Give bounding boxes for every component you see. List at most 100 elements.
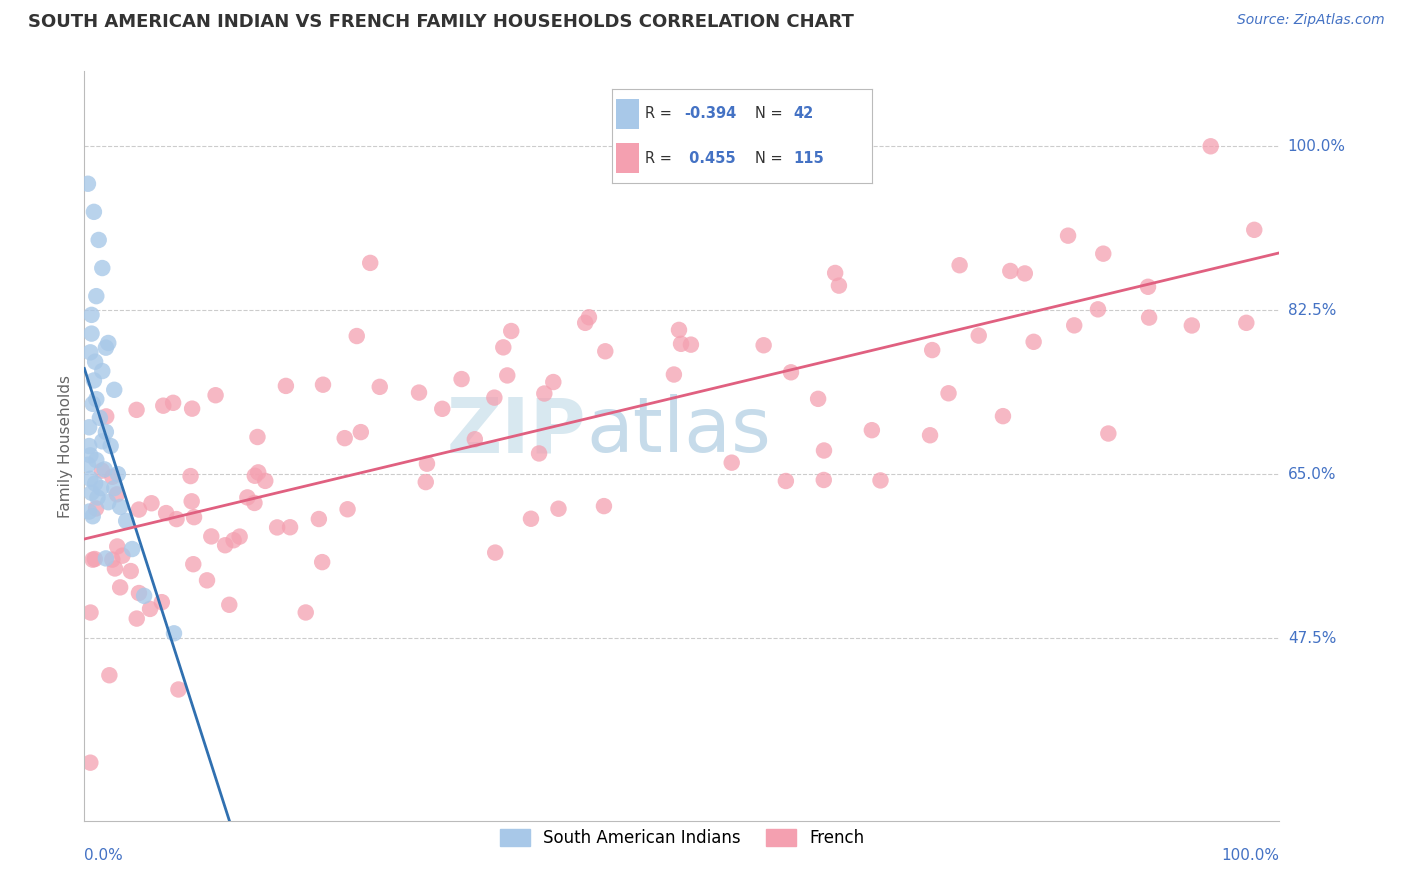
Point (77, 458, 100, 472)
Point (90, 464, 112, 478)
Point (464, 432, 486, 446)
Point (662, 368, 685, 382)
Point (813, 443, 835, 458)
Point (83, 552, 105, 566)
Point (243, 496, 266, 510)
Point (1063, 318, 1085, 333)
Text: R =: R = (645, 106, 672, 121)
Point (1137, 310, 1160, 325)
Point (533, 386, 555, 401)
Text: 100.0%: 100.0% (1288, 139, 1346, 153)
Point (181, 401, 204, 416)
Point (77, 177, 100, 191)
Point (501, 324, 523, 338)
Point (775, 474, 797, 488)
Point (82, 397, 104, 411)
Point (80, 326, 103, 341)
Point (813, 473, 835, 487)
Text: 47.5%: 47.5% (1288, 631, 1336, 646)
Text: Source: ZipAtlas.com: Source: ZipAtlas.com (1237, 13, 1385, 28)
Point (921, 343, 943, 357)
Point (527, 446, 550, 460)
Point (780, 365, 803, 379)
Point (918, 428, 941, 442)
Point (77, 505, 100, 519)
Point (860, 423, 883, 437)
Point (132, 589, 156, 603)
Point (111, 549, 134, 563)
Point (128, 586, 150, 600)
Point (274, 379, 297, 393)
Point (246, 430, 269, 444)
Point (828, 139, 851, 153)
Point (236, 491, 259, 505)
Point (115, 514, 138, 528)
Point (121, 542, 143, 557)
Text: atlas: atlas (586, 394, 770, 468)
Point (80, 485, 103, 500)
Point (346, 329, 368, 343)
Point (103, 383, 125, 397)
Point (86, 491, 108, 505)
Point (180, 494, 202, 508)
Point (415, 475, 437, 489)
Point (162, 396, 184, 410)
Point (949, 258, 972, 272)
Point (333, 431, 356, 445)
Point (120, 564, 142, 578)
Point (87, 233, 110, 247)
Point (163, 626, 186, 640)
Point (1092, 246, 1115, 260)
Point (79, 449, 101, 463)
Point (547, 501, 569, 516)
Point (243, 468, 266, 483)
Point (574, 316, 596, 330)
Point (204, 388, 226, 402)
Legend: South American Indians, French: South American Indians, French (494, 822, 870, 854)
Point (668, 323, 690, 337)
Point (350, 425, 373, 439)
Point (86, 453, 108, 467)
Point (1181, 318, 1204, 333)
Point (828, 278, 851, 293)
Point (336, 502, 359, 516)
Point (308, 512, 330, 526)
Point (669, 336, 692, 351)
Point (108, 580, 131, 594)
Point (79, 606, 101, 620)
Point (578, 310, 600, 325)
Point (228, 530, 250, 544)
Point (98, 668, 121, 682)
Point (938, 386, 960, 401)
Point (152, 399, 174, 413)
Point (105, 540, 128, 554)
Point (520, 512, 543, 526)
Point (181, 558, 204, 572)
Point (103, 481, 125, 495)
Point (89, 410, 111, 425)
Text: 115: 115 (793, 151, 824, 166)
Point (1137, 280, 1160, 294)
Point (86, 392, 108, 407)
Point (1243, 223, 1265, 237)
Point (84, 355, 107, 369)
Point (278, 520, 301, 534)
Point (593, 344, 616, 359)
Text: N =: N = (755, 106, 782, 121)
Text: 0.0%: 0.0% (84, 848, 124, 863)
Point (125, 611, 148, 625)
Text: 65.0%: 65.0% (1288, 467, 1336, 482)
Point (96, 409, 118, 424)
Text: SOUTH AMERICAN INDIAN VS FRENCH FAMILY HOUSEHOLDS CORRELATION CHART: SOUTH AMERICAN INDIAN VS FRENCH FAMILY H… (28, 13, 853, 31)
Point (77, 439, 100, 453)
Point (94, 425, 117, 439)
Point (91, 261, 114, 276)
Point (432, 401, 454, 416)
Point (80, 308, 103, 322)
Point (125, 402, 148, 417)
Point (967, 328, 990, 343)
Point (368, 380, 391, 394)
Point (83, 374, 105, 388)
Point (752, 338, 775, 352)
Point (408, 385, 430, 400)
